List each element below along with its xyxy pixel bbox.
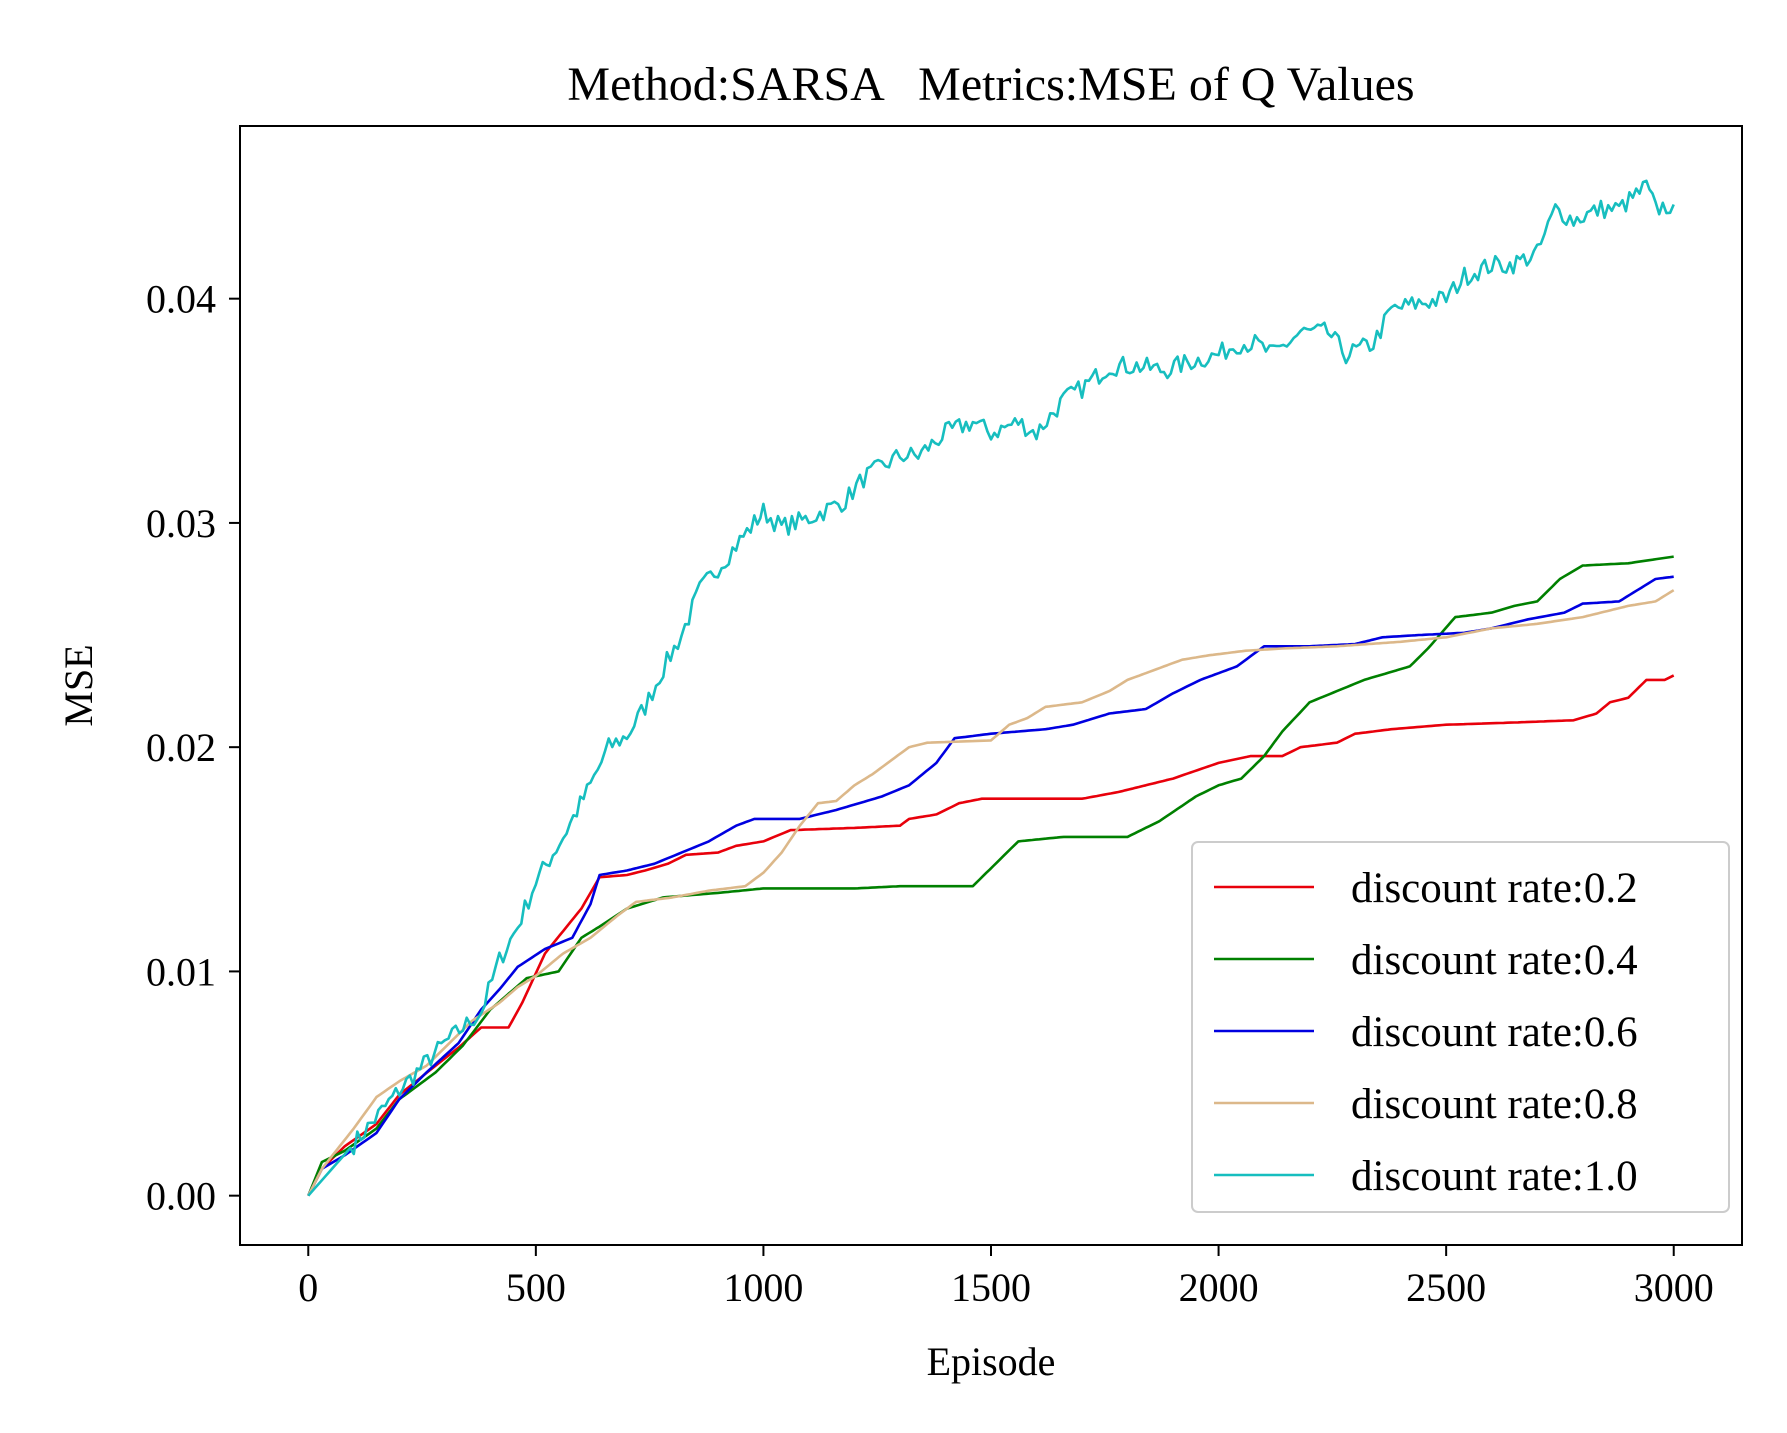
y-tick-label: 0.02 [146, 725, 216, 770]
legend-label: discount rate:0.2 [1351, 865, 1638, 912]
series-line-5 [307, 179, 1675, 1197]
legend-label: discount rate:0.8 [1351, 1081, 1638, 1128]
y-tick-label: 0.01 [146, 949, 216, 994]
x-tick-label: 2000 [1179, 1265, 1259, 1310]
x-tick-label: 1500 [951, 1265, 1031, 1310]
series-layer [307, 179, 1675, 1197]
series-line-1 [307, 674, 1675, 1197]
legend-label: discount rate:0.4 [1351, 937, 1638, 984]
x-axis: 0 500 1000 1500 2000 2500 3000 [298, 1245, 1714, 1310]
x-tick-label: 0 [298, 1265, 318, 1310]
legend-box [1191, 841, 1730, 1213]
series-line-3 [307, 575, 1674, 1197]
series-line-4 [307, 589, 1675, 1197]
y-axis: 0.00 0.01 0.02 0.03 0.04 [146, 277, 240, 1219]
y-tick-label: 0.00 [146, 1174, 216, 1219]
x-tick-label: 2500 [1406, 1265, 1486, 1310]
legend: discount rate:0.2 discount rate:0.4 discou… [1191, 841, 1730, 1213]
x-axis-title: Episode [927, 1339, 1056, 1384]
legend-label: discount rate:0.6 [1351, 1009, 1638, 1056]
x-tick-label: 1000 [723, 1265, 803, 1310]
x-tick-label: 500 [506, 1265, 566, 1310]
y-tick-label: 0.04 [146, 277, 216, 322]
x-tick-label: 3000 [1634, 1265, 1714, 1310]
y-axis-title: MSE [56, 644, 101, 726]
legend-label: discount rate:1.0 [1351, 1153, 1638, 1200]
y-tick-label: 0.03 [146, 501, 216, 546]
chart-title: Method:SARSA Metrics:MSE of Q Values [567, 58, 1414, 111]
